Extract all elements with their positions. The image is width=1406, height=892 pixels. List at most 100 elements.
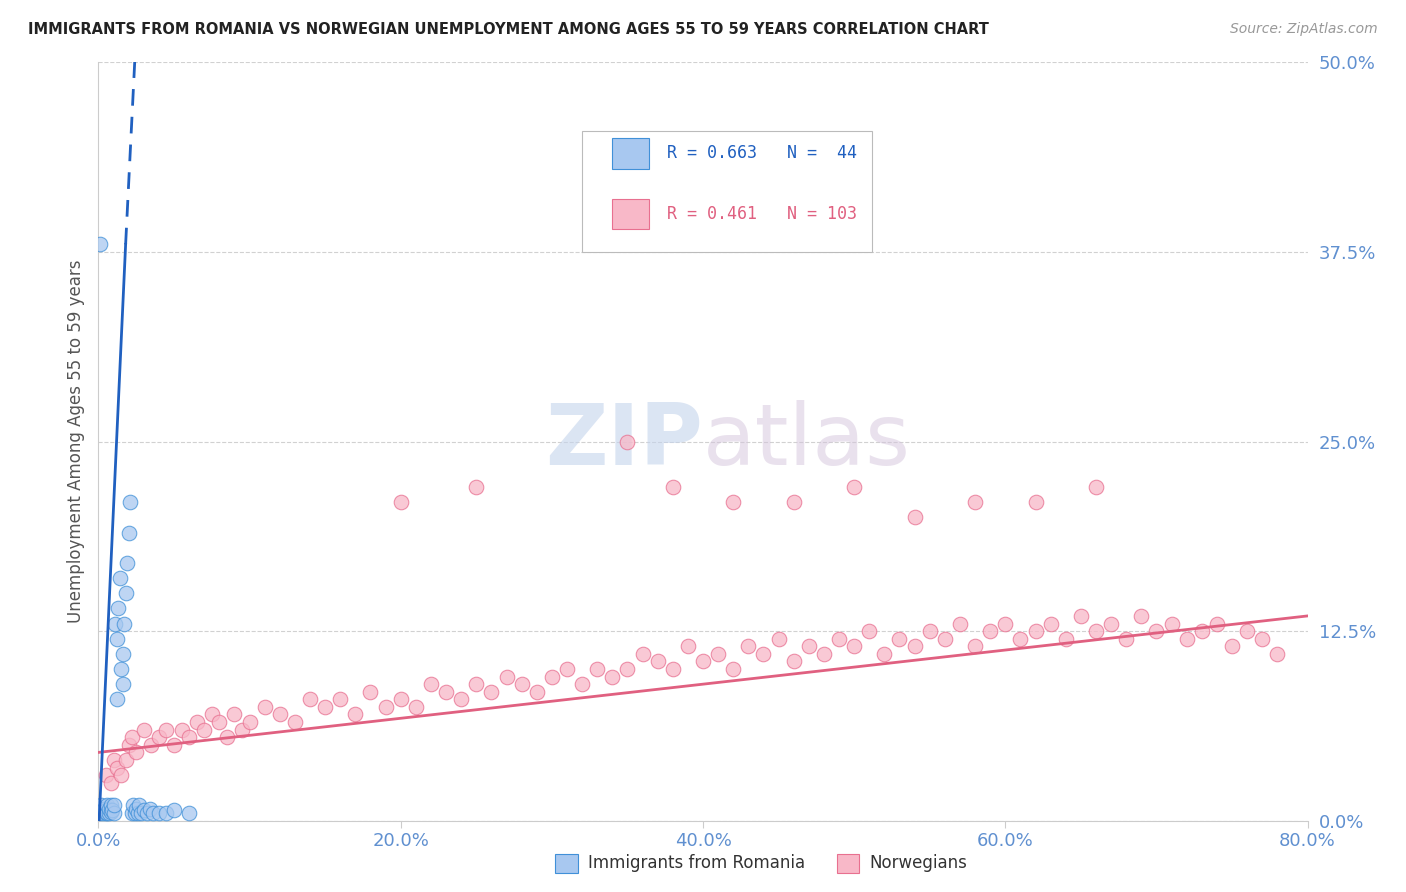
Point (94, 768, 117, 782)
Point (121, 806, 143, 821)
Text: atlas: atlas (703, 400, 911, 483)
Point (768, 632, 790, 646)
Point (284, 715, 307, 730)
Point (858, 624, 880, 639)
Point (101, 803, 124, 817)
Point (163, 738, 186, 752)
Point (813, 647, 835, 661)
Point (89, 806, 111, 821)
Y-axis label: Unemployment Among Ages 55 to 59 years: Unemployment Among Ages 55 to 59 years (66, 260, 84, 624)
Point (135, 806, 157, 821)
Point (526, 685, 548, 699)
Point (965, 495, 987, 509)
Point (1085, 480, 1108, 494)
Point (91, 806, 114, 821)
Point (904, 510, 927, 524)
Point (142, 806, 165, 821)
Point (616, 434, 638, 449)
Point (124, 806, 146, 821)
Point (1130, 608, 1153, 623)
Point (231, 723, 253, 737)
Point (314, 699, 336, 714)
Point (132, 803, 155, 817)
Point (873, 647, 896, 661)
Point (904, 639, 927, 653)
Point (737, 639, 759, 653)
Point (112, 616, 135, 631)
Point (844, 639, 866, 653)
Point (783, 495, 806, 509)
Text: IMMIGRANTS FROM ROMANIA VS NORWEGIAN UNEMPLOYMENT AMONG AGES 55 TO 59 YEARS CORR: IMMIGRANTS FROM ROMANIA VS NORWEGIAN UNE… (28, 22, 988, 37)
Point (129, 806, 152, 821)
Text: R = 0.461   N = 103: R = 0.461 N = 103 (666, 205, 856, 223)
Point (844, 480, 866, 494)
Point (105, 632, 128, 646)
Point (602, 669, 624, 683)
Point (132, 723, 155, 737)
Point (647, 655, 669, 669)
Point (1039, 616, 1062, 631)
Point (125, 801, 148, 815)
Point (103, 753, 125, 767)
Text: ZIP: ZIP (546, 400, 703, 483)
Point (1220, 639, 1243, 653)
Point (128, 798, 150, 813)
Point (118, 738, 141, 752)
Point (510, 677, 533, 691)
Point (103, 806, 125, 821)
Point (450, 692, 472, 706)
Point (110, 662, 132, 676)
Point (631, 647, 654, 661)
Point (179, 730, 201, 744)
Point (269, 707, 291, 722)
Point (1175, 632, 1198, 646)
Point (186, 715, 208, 730)
Point (661, 480, 683, 494)
Point (692, 655, 714, 669)
Point (389, 495, 412, 509)
Point (100, 805, 122, 819)
Point (105, 692, 128, 706)
Point (179, 806, 201, 821)
Point (1206, 616, 1229, 631)
Point (1251, 632, 1274, 646)
Point (1144, 624, 1167, 639)
Point (253, 699, 276, 714)
Point (299, 692, 322, 706)
Point (979, 624, 1001, 639)
Text: Source: ZipAtlas.com: Source: ZipAtlas.com (1230, 22, 1378, 37)
Point (889, 632, 911, 646)
Point (994, 616, 1017, 631)
Point (115, 556, 138, 570)
Point (934, 632, 956, 646)
Point (495, 669, 517, 683)
Point (918, 624, 941, 639)
Point (108, 571, 131, 585)
Point (125, 746, 148, 760)
Point (1070, 608, 1092, 623)
Text: R = 0.663   N =  44: R = 0.663 N = 44 (666, 145, 856, 162)
Point (707, 647, 730, 661)
Point (571, 677, 593, 691)
Point (965, 639, 987, 653)
Point (360, 685, 382, 699)
Point (224, 707, 246, 722)
Point (163, 803, 186, 817)
Point (100, 776, 122, 790)
Point (121, 730, 143, 744)
FancyBboxPatch shape (582, 130, 872, 252)
Point (155, 806, 177, 821)
Point (201, 707, 224, 722)
Point (90, 798, 112, 813)
Point (127, 806, 149, 821)
Point (107, 601, 129, 615)
Point (1099, 616, 1122, 631)
Point (586, 662, 609, 676)
Point (465, 480, 488, 494)
Point (98, 801, 121, 815)
Point (155, 723, 177, 737)
Point (98, 806, 121, 821)
Point (481, 685, 503, 699)
Point (114, 753, 136, 767)
Point (100, 798, 122, 813)
